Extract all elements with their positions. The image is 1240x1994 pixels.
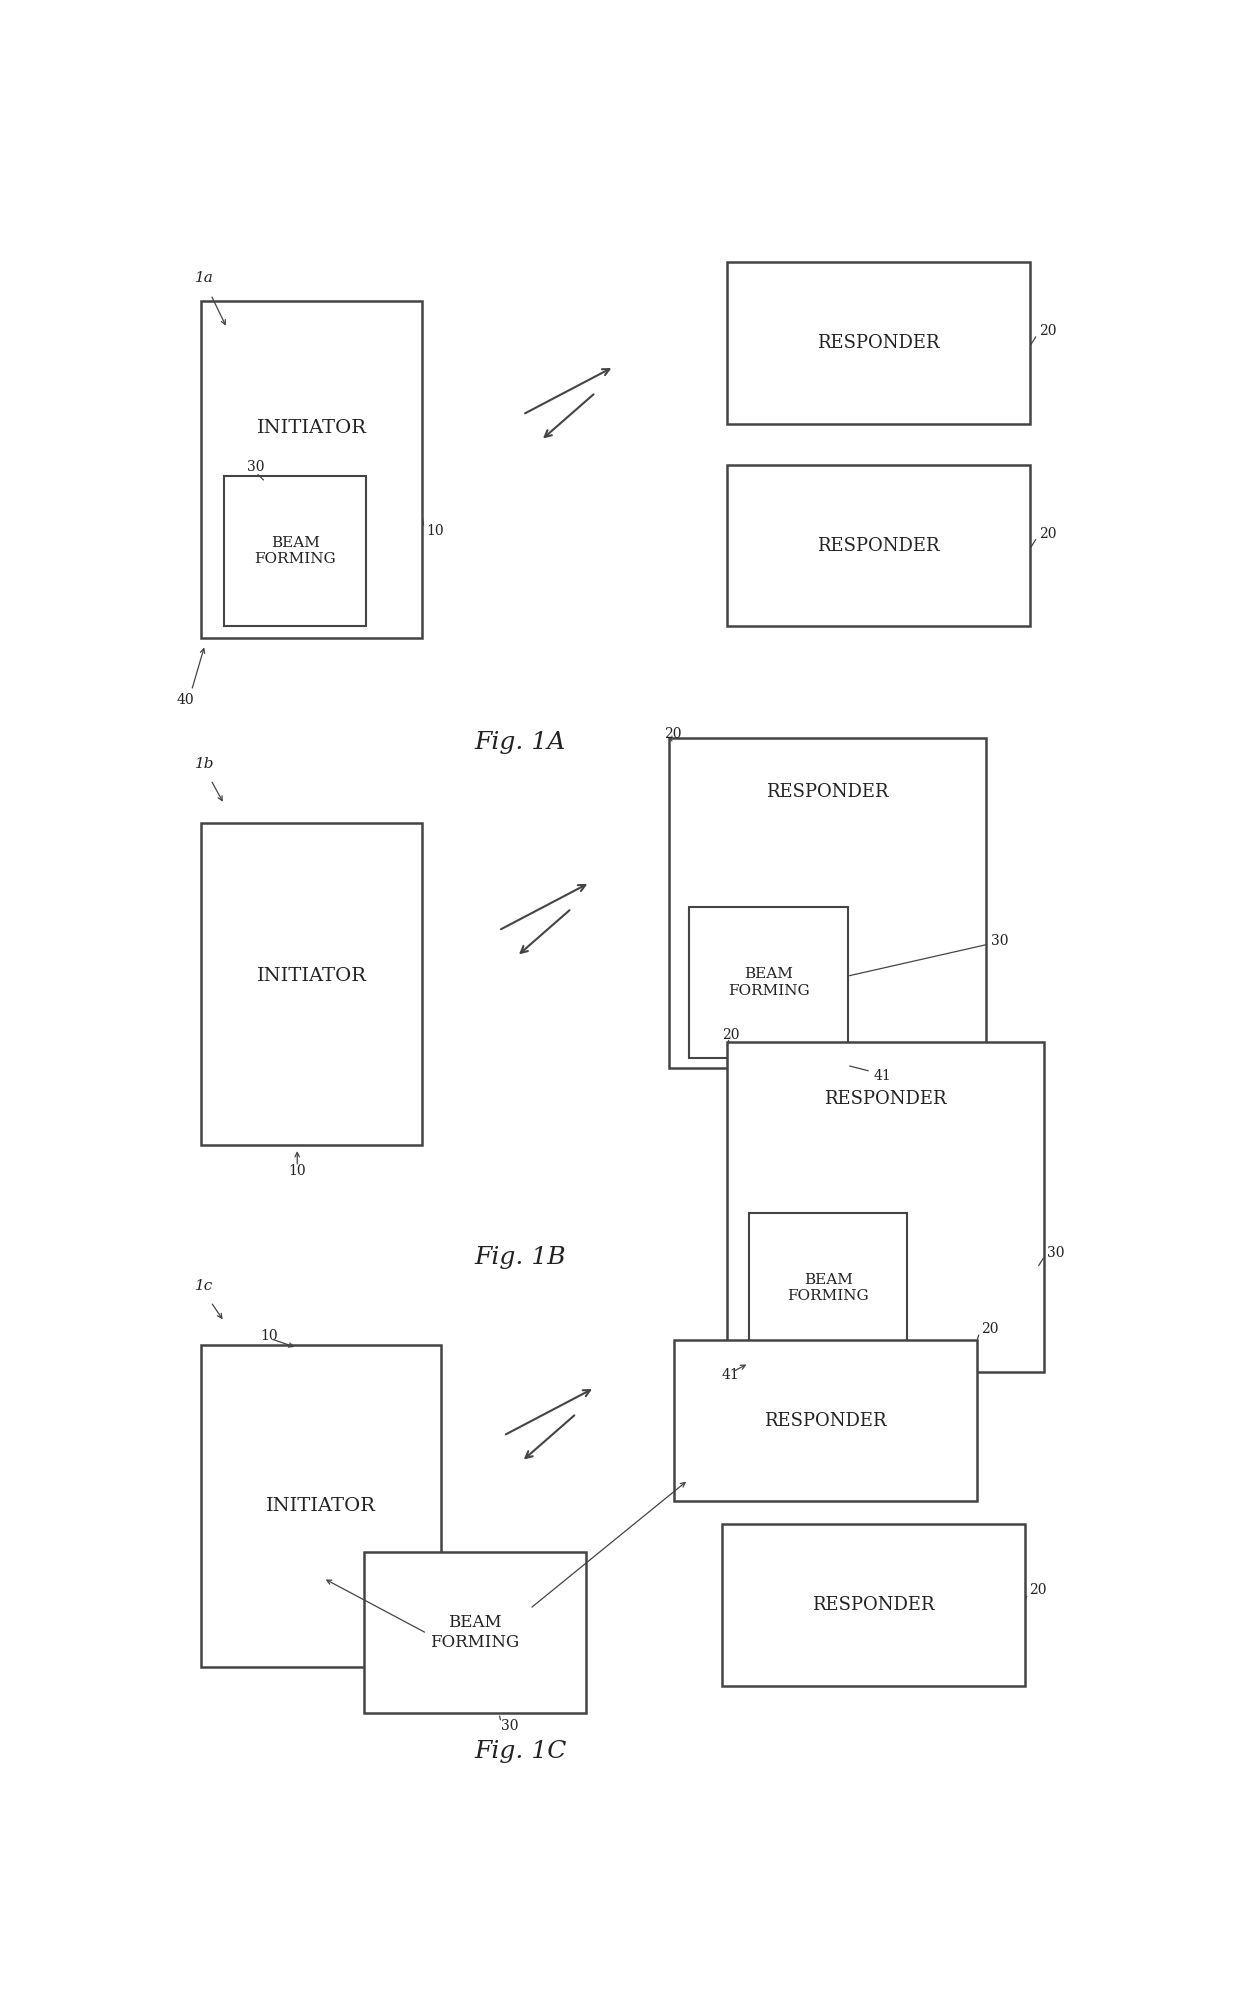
Text: RESPONDER: RESPONDER — [817, 536, 940, 554]
Text: Fig. 1B: Fig. 1B — [475, 1246, 565, 1268]
Bar — [722, 1523, 1024, 1685]
Text: RESPONDER: RESPONDER — [812, 1595, 935, 1613]
Text: 30: 30 — [991, 933, 1008, 947]
Text: RESPONDER: RESPONDER — [764, 1412, 887, 1430]
Text: 20: 20 — [665, 726, 682, 740]
Text: BEAM
FORMING: BEAM FORMING — [787, 1272, 869, 1302]
Text: BEAM
FORMING: BEAM FORMING — [728, 967, 810, 997]
Text: 30: 30 — [501, 1719, 518, 1733]
Text: RESPONDER: RESPONDER — [825, 1091, 946, 1109]
Bar — [727, 263, 1029, 423]
Text: 20: 20 — [1029, 1583, 1047, 1597]
Bar — [201, 824, 422, 1145]
Text: RESPONDER: RESPONDER — [817, 333, 940, 351]
Bar — [689, 907, 848, 1057]
Text: INITIATOR: INITIATOR — [267, 1497, 376, 1515]
Bar — [201, 1344, 441, 1667]
Text: RESPONDER: RESPONDER — [766, 784, 889, 802]
Text: 20: 20 — [1039, 325, 1056, 339]
Text: 10: 10 — [260, 1328, 278, 1342]
Text: 30: 30 — [1047, 1246, 1064, 1260]
Bar — [727, 1043, 1044, 1372]
Bar — [670, 738, 986, 1069]
Text: 1a: 1a — [196, 271, 215, 285]
Bar — [749, 1212, 908, 1364]
Bar — [675, 1340, 977, 1501]
Bar — [365, 1551, 585, 1713]
Text: Fig. 1A: Fig. 1A — [475, 732, 565, 754]
Text: 40: 40 — [176, 692, 193, 708]
Text: 30: 30 — [247, 459, 265, 473]
Text: INITIATOR: INITIATOR — [257, 419, 367, 437]
Text: 20: 20 — [982, 1322, 999, 1336]
Text: 20: 20 — [722, 1027, 739, 1041]
Text: BEAM
FORMING: BEAM FORMING — [254, 536, 336, 566]
Text: 20: 20 — [1039, 526, 1056, 540]
Text: Fig. 1C: Fig. 1C — [474, 1741, 567, 1763]
Text: 41: 41 — [722, 1368, 740, 1382]
Text: INITIATOR: INITIATOR — [257, 967, 367, 985]
Bar — [727, 465, 1029, 626]
Text: 10: 10 — [289, 1164, 306, 1178]
Text: 1b: 1b — [196, 758, 215, 772]
Bar — [224, 477, 367, 626]
Text: 10: 10 — [427, 524, 444, 538]
Text: 1c: 1c — [196, 1280, 213, 1294]
Text: 41: 41 — [874, 1069, 892, 1083]
Bar — [201, 301, 422, 638]
Text: BEAM
FORMING: BEAM FORMING — [430, 1615, 520, 1651]
